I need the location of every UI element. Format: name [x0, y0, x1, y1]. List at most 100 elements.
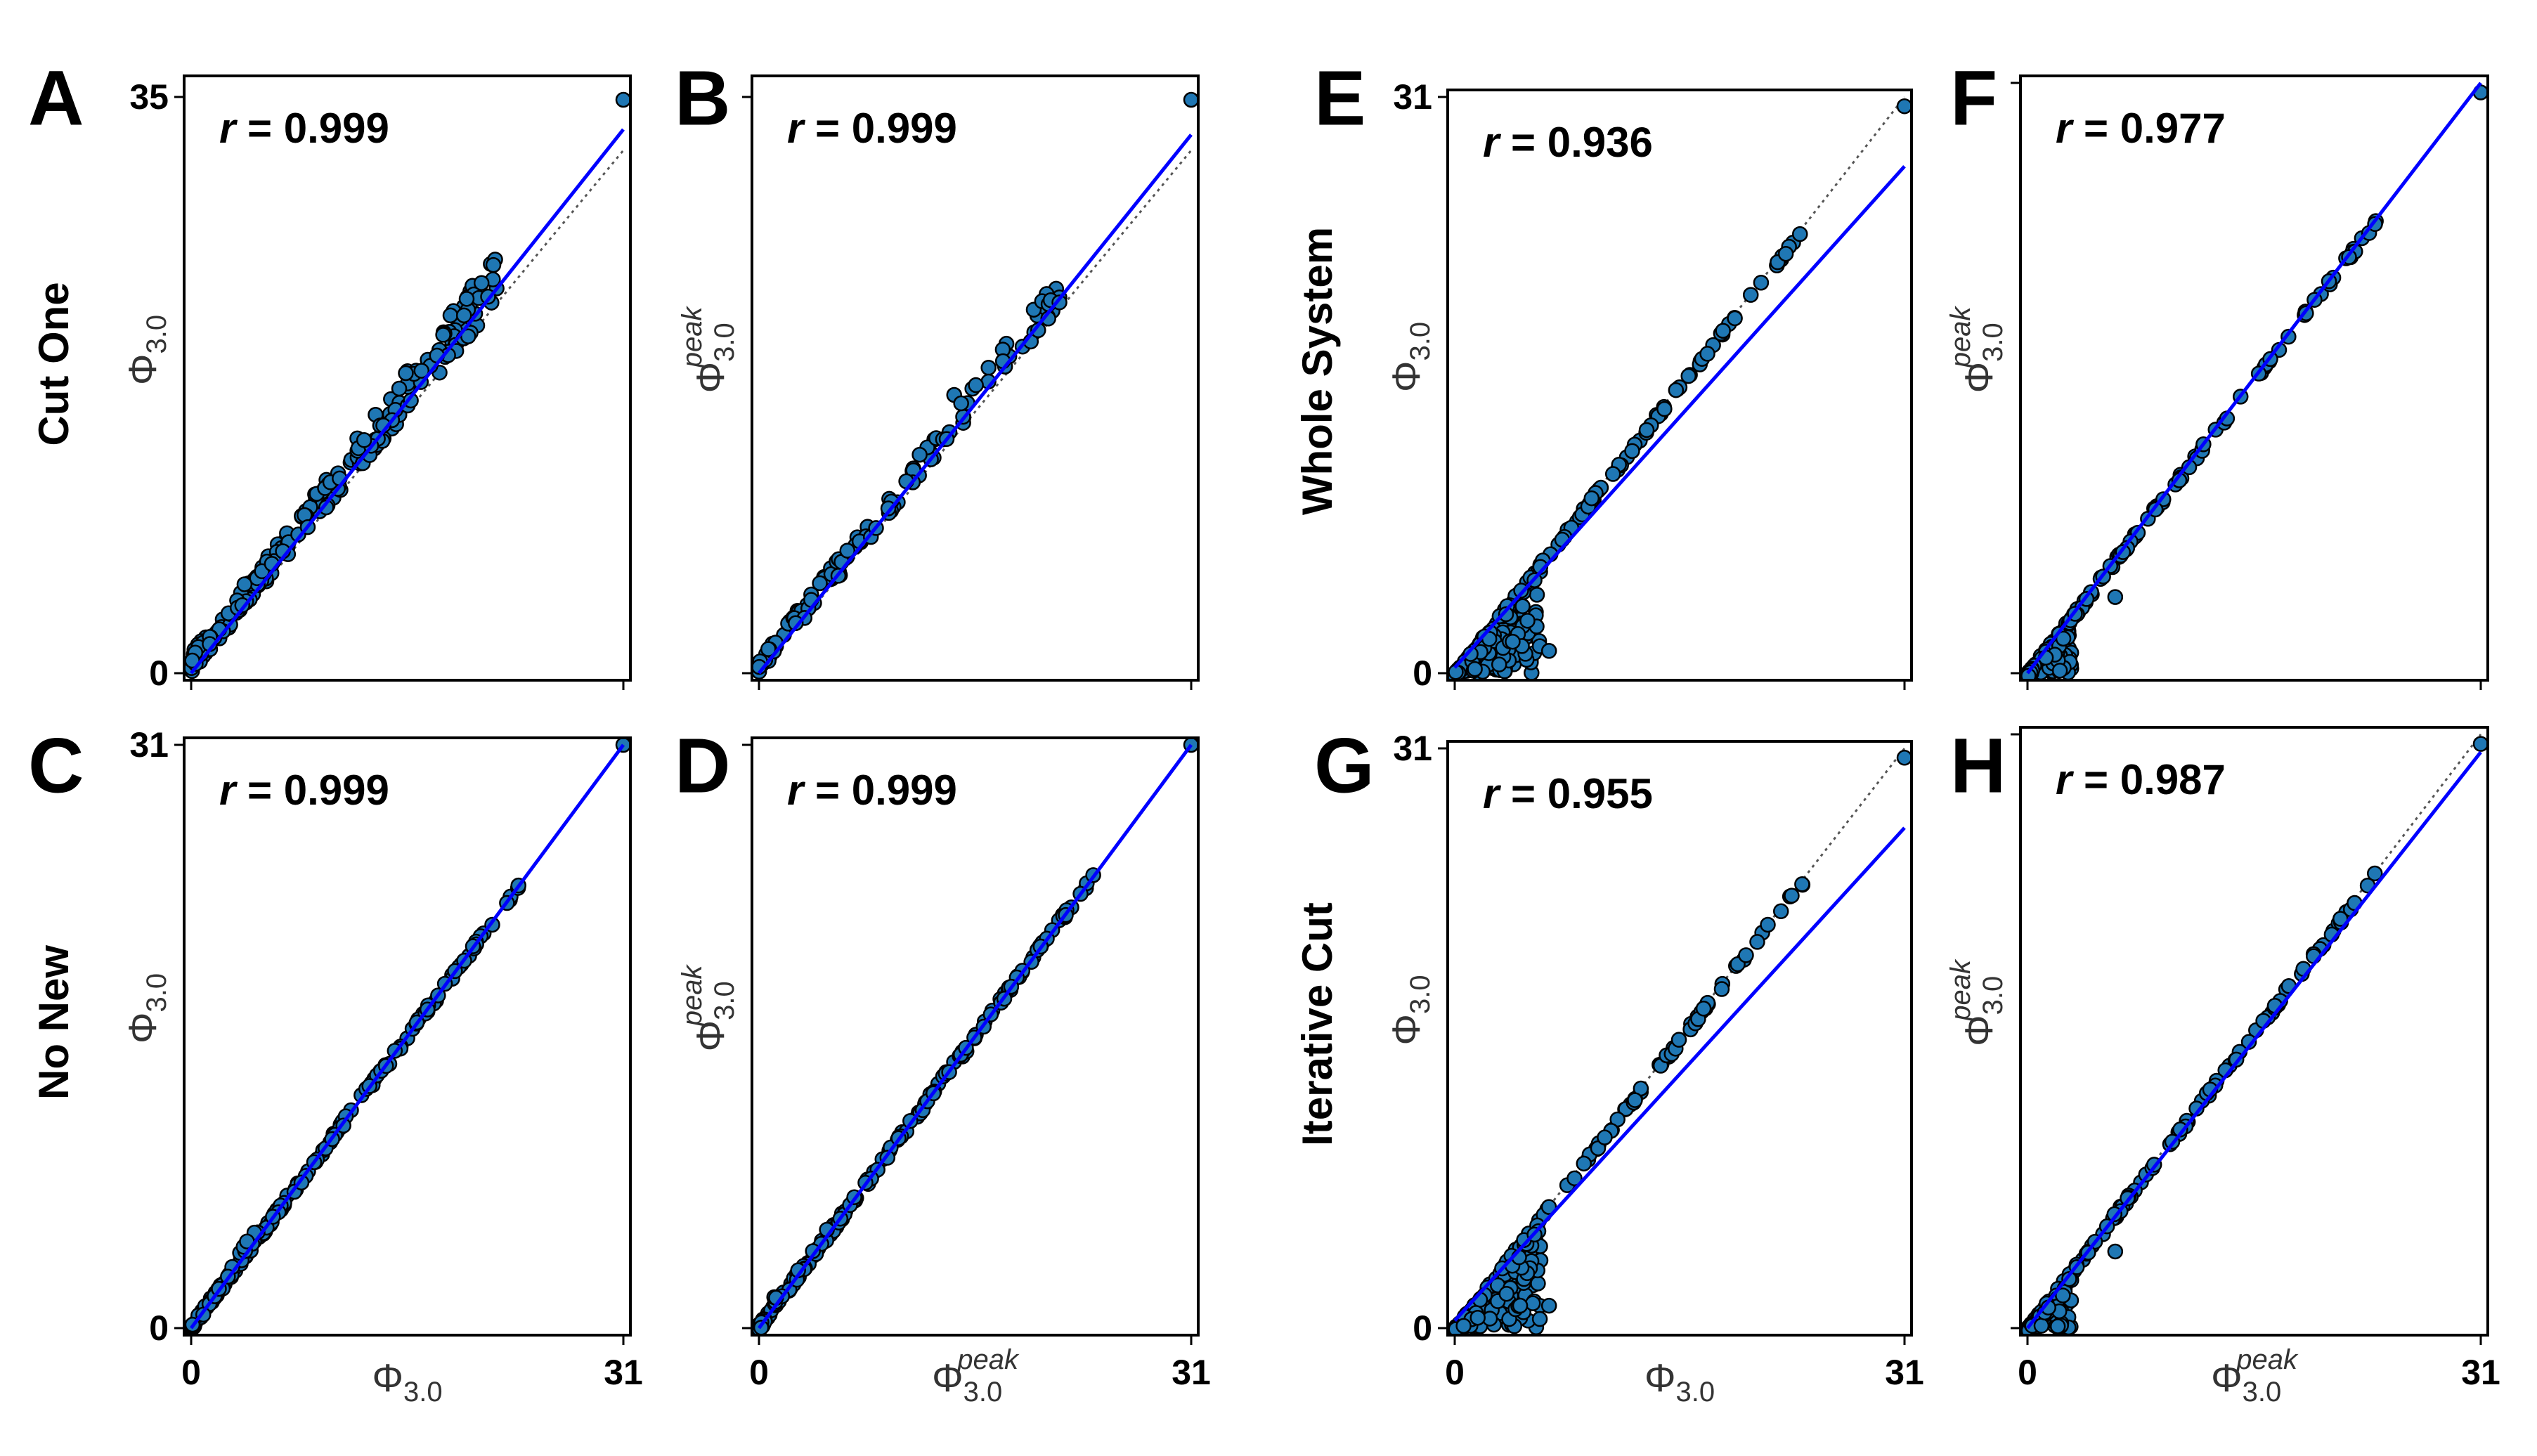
phi-symbol: Φ	[2211, 1356, 2243, 1400]
panel-letter: H	[1950, 723, 2006, 810]
data-point	[1749, 934, 1765, 950]
data-point	[318, 499, 335, 516]
plot-frame	[183, 74, 632, 682]
data-point	[1540, 1199, 1557, 1215]
y-tick-label: 31	[1393, 729, 1432, 768]
x-tick-label: 0	[2018, 1353, 2037, 1392]
data-point	[435, 327, 451, 343]
y-tick-label: 0	[1413, 1308, 1432, 1348]
axis-label: Φ3.0peak	[1945, 305, 2009, 393]
r-symbol: r	[1483, 770, 1502, 817]
x-tick-label: 31	[1172, 1353, 1211, 1392]
data-point	[2033, 1318, 2050, 1334]
y-tick-label: 35	[129, 77, 169, 117]
data-point	[1604, 466, 1621, 482]
data-point	[1777, 245, 1794, 262]
phi-superscript: peak	[677, 963, 708, 1027]
plot-area	[752, 91, 1198, 680]
phi-superscript: peak	[956, 1344, 1020, 1375]
data-point	[458, 291, 475, 307]
axis-label-text: Φ3.0peak	[677, 305, 740, 393]
data-point	[1627, 1092, 1643, 1108]
plot-frame	[751, 736, 1200, 1337]
data-point	[1670, 1032, 1687, 1048]
plot-frame	[751, 74, 1200, 682]
x-tick-label: 0	[749, 1353, 769, 1392]
axis-label: Φ3.0	[372, 1356, 442, 1408]
data-point	[812, 575, 828, 592]
panel-E: Er = 0.936 0 31 Φ3.0 Whole System	[1294, 56, 1913, 693]
r-value-label: r = 0.999	[787, 105, 957, 152]
fit-line	[1453, 826, 1906, 1322]
plot-area	[752, 738, 1198, 1335]
data-point	[1491, 656, 1507, 672]
phi-subscript: 3.0	[709, 323, 740, 362]
data-point	[1794, 876, 1810, 892]
axis-label-text: Φ3.0	[120, 973, 172, 1044]
r-number: = 0.999	[803, 767, 957, 814]
panel-letter: B	[675, 56, 730, 142]
axis-label: Φ3.0	[120, 315, 172, 385]
r-symbol: r	[2056, 105, 2075, 152]
phi-subscript: 3.0	[141, 315, 172, 354]
axis-label: Φ3.0	[1384, 322, 1436, 392]
data-point	[1505, 633, 1521, 650]
r-number: = 0.977	[2072, 105, 2226, 152]
data-point	[1597, 1129, 1613, 1145]
data-point	[1512, 1297, 1529, 1314]
phi-subscript: 3.0	[403, 1377, 443, 1408]
data-point	[442, 307, 459, 324]
data-point	[839, 542, 856, 559]
row-label: Whole System	[1294, 227, 1341, 515]
plot-frame	[2019, 74, 2489, 682]
plot-area	[2020, 734, 2488, 1335]
data-point	[2061, 1270, 2077, 1287]
plot-area	[1448, 96, 1912, 680]
data-point	[1519, 613, 1536, 629]
row-label: Cut One	[30, 282, 77, 446]
r-number: = 0.999	[235, 105, 389, 152]
axis-label: Φ3.0peak	[677, 305, 740, 393]
data-point	[1529, 587, 1545, 603]
phi-symbol: Φ	[932, 1356, 963, 1400]
data-point	[1469, 1309, 1486, 1326]
r-symbol: r	[219, 767, 238, 814]
data-point	[1680, 368, 1696, 384]
data-point	[2366, 865, 2383, 882]
data-point	[1576, 1155, 1592, 1172]
phi-superscript: peak	[1945, 958, 1976, 1022]
r-symbol: r	[787, 105, 806, 152]
plot-area	[1448, 748, 1912, 1335]
data-point	[1699, 346, 1715, 362]
data-point	[1715, 323, 1731, 339]
phi-superscript: peak	[677, 305, 708, 368]
data-point	[1531, 1311, 1548, 1327]
data-point	[1792, 226, 1808, 242]
axis-label-text: Φ3.0peak	[1945, 305, 2009, 393]
data-point	[1467, 661, 1483, 677]
data-point	[1742, 287, 1759, 303]
axis-label: Φ3.0peak	[1945, 958, 2009, 1046]
data-point	[2107, 1243, 2124, 1260]
panel-letter: D	[675, 723, 730, 810]
axis-label: Φ3.0	[1384, 975, 1436, 1045]
data-point	[356, 432, 372, 448]
data-point	[398, 365, 414, 382]
data-point	[1524, 1295, 1541, 1311]
data-point	[460, 328, 476, 344]
axis-label-text: Φ3.0peak	[677, 963, 740, 1051]
row-label: No New	[30, 945, 77, 1100]
row-label: Iterative Cut	[1294, 902, 1341, 1146]
axis-label: Φ3.0	[1644, 1356, 1715, 1408]
data-point	[2049, 1318, 2066, 1334]
data-point	[1713, 981, 1730, 997]
phi-subscript: 3.0	[963, 1377, 1003, 1408]
axis-label-text: Φ3.0	[1644, 1356, 1715, 1408]
plot-frame	[2019, 726, 2489, 1337]
